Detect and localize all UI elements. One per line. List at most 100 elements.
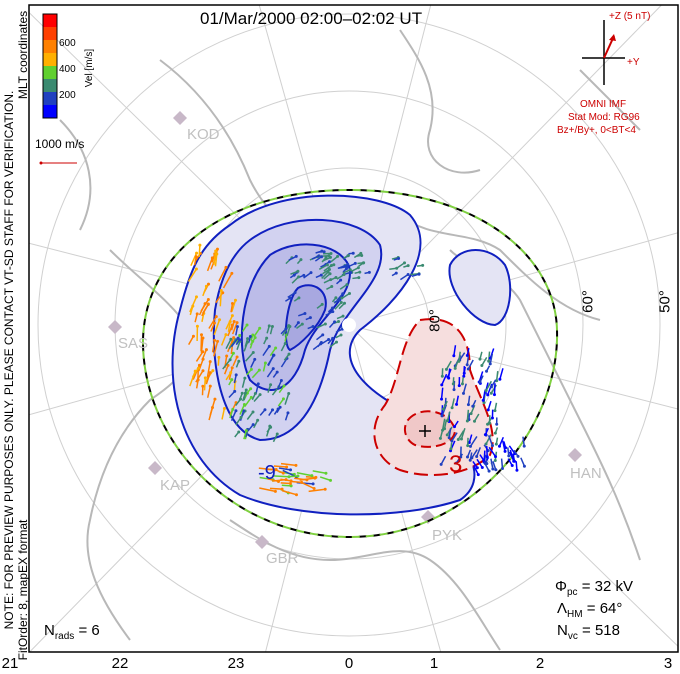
velocity-vector bbox=[296, 472, 313, 477]
colorbar-swatch bbox=[43, 66, 57, 79]
vector-origin bbox=[341, 292, 345, 296]
velocity-vector bbox=[221, 408, 226, 420]
velocity-vector bbox=[280, 482, 291, 485]
vector-origin bbox=[300, 322, 304, 326]
velocity-vector bbox=[278, 467, 291, 471]
vector-origin bbox=[214, 249, 218, 253]
station-marker bbox=[148, 461, 162, 475]
lat-label-50: 50° bbox=[656, 290, 674, 313]
vector-origin bbox=[334, 340, 338, 344]
vector-origin bbox=[441, 428, 445, 432]
vector-origin bbox=[449, 447, 453, 451]
velocity-vector bbox=[203, 377, 207, 391]
vector-origin bbox=[263, 361, 267, 365]
vector-origin bbox=[507, 454, 511, 458]
meridian-line bbox=[348, 324, 678, 410]
vector-origin bbox=[253, 336, 257, 340]
vector-origin bbox=[310, 474, 314, 478]
velocity-vector bbox=[301, 481, 315, 490]
velocity-vector bbox=[198, 245, 201, 257]
heppner-maynard-boundary-green bbox=[141, 188, 559, 539]
velocity-vector bbox=[441, 406, 447, 417]
velocity-vector bbox=[202, 285, 208, 297]
vector-origin bbox=[504, 446, 508, 450]
vector-origin bbox=[216, 339, 220, 343]
velocity-vector bbox=[467, 359, 474, 370]
scale-vector-origin bbox=[39, 161, 43, 165]
vector-origin bbox=[194, 267, 198, 271]
velocity-vector bbox=[499, 368, 504, 380]
vector-origin bbox=[272, 353, 276, 357]
vector-origin bbox=[305, 478, 309, 482]
mlt-tick-1: 1 bbox=[429, 655, 439, 672]
vector-origin bbox=[240, 391, 244, 395]
contour-label-negative: -9 bbox=[258, 462, 276, 484]
vector-origin bbox=[486, 408, 490, 412]
vector-origin bbox=[494, 455, 498, 459]
vector-origin bbox=[465, 363, 469, 367]
vector-origin bbox=[221, 291, 225, 295]
vector-origin bbox=[495, 379, 499, 383]
station-label-gbr: GBR bbox=[266, 550, 299, 567]
vector-origin bbox=[452, 388, 456, 392]
vector-origin bbox=[417, 272, 421, 276]
vector-origin bbox=[251, 423, 255, 427]
vector-origin bbox=[445, 433, 449, 437]
stat-phi-pc: Φpc = 32 kV bbox=[555, 578, 633, 598]
vector-origin bbox=[353, 261, 357, 265]
contour-label-positive: 3 bbox=[449, 451, 463, 478]
vector-origin bbox=[303, 311, 307, 315]
vector-origin bbox=[296, 474, 300, 478]
vector-origin bbox=[468, 444, 472, 448]
vector-origin bbox=[447, 436, 451, 440]
vector-origin bbox=[195, 312, 199, 316]
vector-origin bbox=[289, 479, 293, 483]
vector-origin bbox=[482, 458, 486, 462]
vector-origin bbox=[491, 467, 495, 471]
vector-origin bbox=[249, 387, 253, 391]
vector-origin bbox=[197, 363, 201, 367]
velocity-vector bbox=[399, 273, 409, 281]
velocity-vectors bbox=[187, 243, 526, 497]
vector-origin bbox=[226, 363, 230, 367]
vector-origin bbox=[284, 327, 288, 331]
lambda-hm-value: = 64° bbox=[586, 600, 623, 617]
velocity-vector bbox=[230, 410, 237, 422]
velocity-vector bbox=[251, 369, 260, 379]
velocity-vector bbox=[318, 264, 328, 271]
vector-origin bbox=[224, 265, 228, 269]
velocity-vector bbox=[481, 357, 488, 366]
vector-origin bbox=[271, 408, 275, 412]
vector-origin bbox=[492, 393, 496, 397]
vector-origin bbox=[214, 315, 218, 319]
positive-cell-outer bbox=[373, 318, 494, 476]
velocity-vector bbox=[291, 480, 302, 484]
velocity-vector bbox=[284, 393, 290, 405]
vector-origin bbox=[245, 323, 249, 327]
vector-origin bbox=[308, 316, 312, 320]
vector-origin bbox=[441, 407, 445, 411]
vector-origin bbox=[244, 388, 248, 392]
velocity-vector bbox=[201, 349, 208, 361]
vector-origin bbox=[487, 469, 491, 473]
vector-origin bbox=[485, 455, 489, 459]
velocity-vector bbox=[195, 370, 204, 383]
vector-origin bbox=[469, 412, 473, 416]
colorbar-tick-400: 400 bbox=[59, 64, 76, 75]
scale-vector-label: 1000 m/s bbox=[35, 137, 85, 151]
vector-origin bbox=[497, 444, 501, 448]
vector-origin bbox=[421, 263, 425, 267]
vector-origin bbox=[194, 295, 198, 299]
velocity-vector bbox=[337, 265, 348, 269]
vector-origin bbox=[343, 301, 347, 305]
vector-origin bbox=[466, 444, 470, 448]
velocity-vector bbox=[490, 458, 494, 470]
vector-origin bbox=[484, 442, 488, 446]
velocity-vector bbox=[451, 398, 455, 408]
vector-origin bbox=[460, 382, 464, 386]
vector-origin bbox=[230, 302, 234, 306]
vector-origin bbox=[274, 467, 278, 471]
vector-origin bbox=[406, 264, 410, 268]
velocity-vector bbox=[190, 252, 198, 267]
